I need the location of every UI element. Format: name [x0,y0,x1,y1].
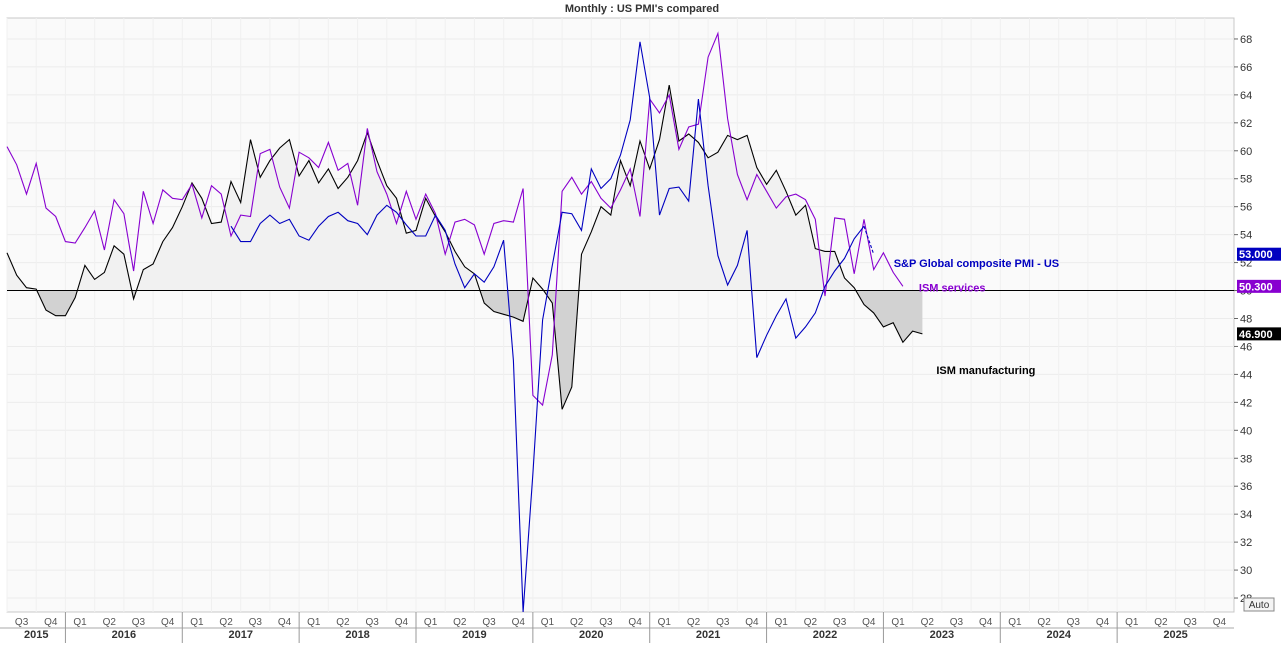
x-quarter-label: Q2 [921,617,935,628]
y-tick-label: 48 [1240,313,1252,325]
shaded-area-above-50 [7,85,923,410]
x-quarter-label: Q4 [1213,617,1227,628]
ism-manufacturing-label: ISM manufacturing [936,365,1035,377]
auto-button-label[interactable]: Auto [1249,600,1270,611]
y-tick-label: 42 [1240,397,1252,409]
y-tick-label: 56 [1240,202,1252,214]
x-quarter-label: Q4 [1096,617,1110,628]
x-quarter-label: Q3 [482,617,496,628]
y-tick-label: 60 [1240,146,1252,158]
x-quarter-label: Q2 [804,617,818,628]
x-quarter-label: Q1 [73,617,87,628]
x-year-label: 2022 [813,629,837,641]
fill-layer [7,85,923,410]
x-quarter-label: Q3 [249,617,263,628]
x-quarter-label: Q1 [1008,617,1022,628]
x-quarter-label: Q3 [599,617,613,628]
y-tick-label: 32 [1240,537,1252,549]
y-tick-label: 68 [1240,34,1252,46]
y-tick-label: 46 [1240,341,1252,353]
x-year-label: 2016 [112,629,136,641]
ism-services-value-label: 50.300 [1239,281,1273,293]
line-layer: ISM manufacturing ISM services S&P Global … [6,31,1234,613]
y-tick-label: 54 [1240,230,1252,242]
x-year-label: 2021 [696,629,720,641]
x-quarter-label: Q1 [307,617,321,628]
ism-manufacturing-value-tag [1237,327,1281,341]
s-p-global-composite-pmi-us-line [230,41,865,613]
x-quarter-label: Q3 [950,617,964,628]
x-quarter-label: Q3 [1184,617,1198,628]
x-quarter-label: Q3 [833,617,847,628]
x-quarter-label: Q4 [979,617,993,628]
x-quarter-label: Q4 [395,617,409,628]
y-tick-label: 58 [1240,174,1252,186]
x-quarter-label: Q1 [658,617,672,628]
x-year-label: 2023 [930,629,954,641]
x-quarter-label: Q1 [541,617,555,628]
y-tick-label: 64 [1240,90,1252,102]
x-year-label: 2019 [462,629,486,641]
x-quarter-label: Q3 [132,617,146,628]
x-quarter-label: Q1 [424,617,438,628]
x-quarter-label: Q4 [161,617,175,628]
ism-manufacturing-line [6,85,923,410]
y-tick-label: 30 [1240,565,1252,577]
x-quarter-label: Q2 [687,617,701,628]
x-quarter-label: Q1 [1125,617,1139,628]
y-tick-label: 34 [1240,509,1252,521]
x-quarter-label: Q4 [512,617,526,628]
x-quarter-label: Q2 [1037,617,1051,628]
x-quarter-label: Q4 [862,617,876,628]
grid-layer [6,17,1235,613]
s-p-global-composite-pmi-us-value-label: 53.000 [1239,249,1273,261]
y-tick-label: 62 [1240,118,1252,130]
x-quarter-label: Q1 [190,617,204,628]
ism-services-line [6,31,904,407]
x-quarter-label: Q2 [1154,617,1168,628]
x-quarter-label: Q3 [15,617,29,628]
x-quarter-label: Q4 [278,617,292,628]
y-tick-label: 38 [1240,453,1252,465]
x-year-label: 2017 [228,629,252,641]
x-year-label: 2025 [1163,629,1187,641]
x-quarter-label: Q2 [103,617,117,628]
x-year-label: 2015 [24,629,48,641]
chart-title: Monthly : US PMI's compared [565,3,719,15]
s-p-global-composite-pmi-us-value-tag [1237,247,1281,261]
x-year-label: 2024 [1046,629,1071,641]
y-tick-label: 36 [1240,481,1252,493]
x-quarter-label: Q3 [716,617,730,628]
x-quarter-label: Q1 [891,617,905,628]
x-quarter-label: Q2 [219,617,233,628]
s-p-global-composite-pmi-us-label: S&P Global composite PMI - US [894,258,1059,270]
x-quarter-label: Q3 [1067,617,1081,628]
y-tick-label: 66 [1240,62,1252,74]
axis-layer: 2830323436384042444648505254565860626466… [0,34,1281,643]
x-year-label: 2018 [345,629,369,641]
auto-button[interactable] [1243,597,1275,612]
x-quarter-label: Q3 [366,617,380,628]
x-quarter-label: Q4 [628,617,642,628]
x-year-label: 2020 [579,629,603,641]
x-quarter-label: Q1 [775,617,789,628]
x-quarter-label: Q4 [745,617,759,628]
y-tick-label: 40 [1240,425,1252,437]
x-quarter-label: Q2 [570,617,584,628]
ism-services-label: ISM services [919,282,986,294]
x-quarter-label: Q2 [453,617,467,628]
y-tick-label: 44 [1240,369,1252,381]
ism-manufacturing-value-label: 46.900 [1239,329,1273,341]
ism-services-value-tag [1237,279,1281,293]
x-quarter-label: Q4 [44,617,58,628]
x-quarter-label: Q2 [336,617,350,628]
